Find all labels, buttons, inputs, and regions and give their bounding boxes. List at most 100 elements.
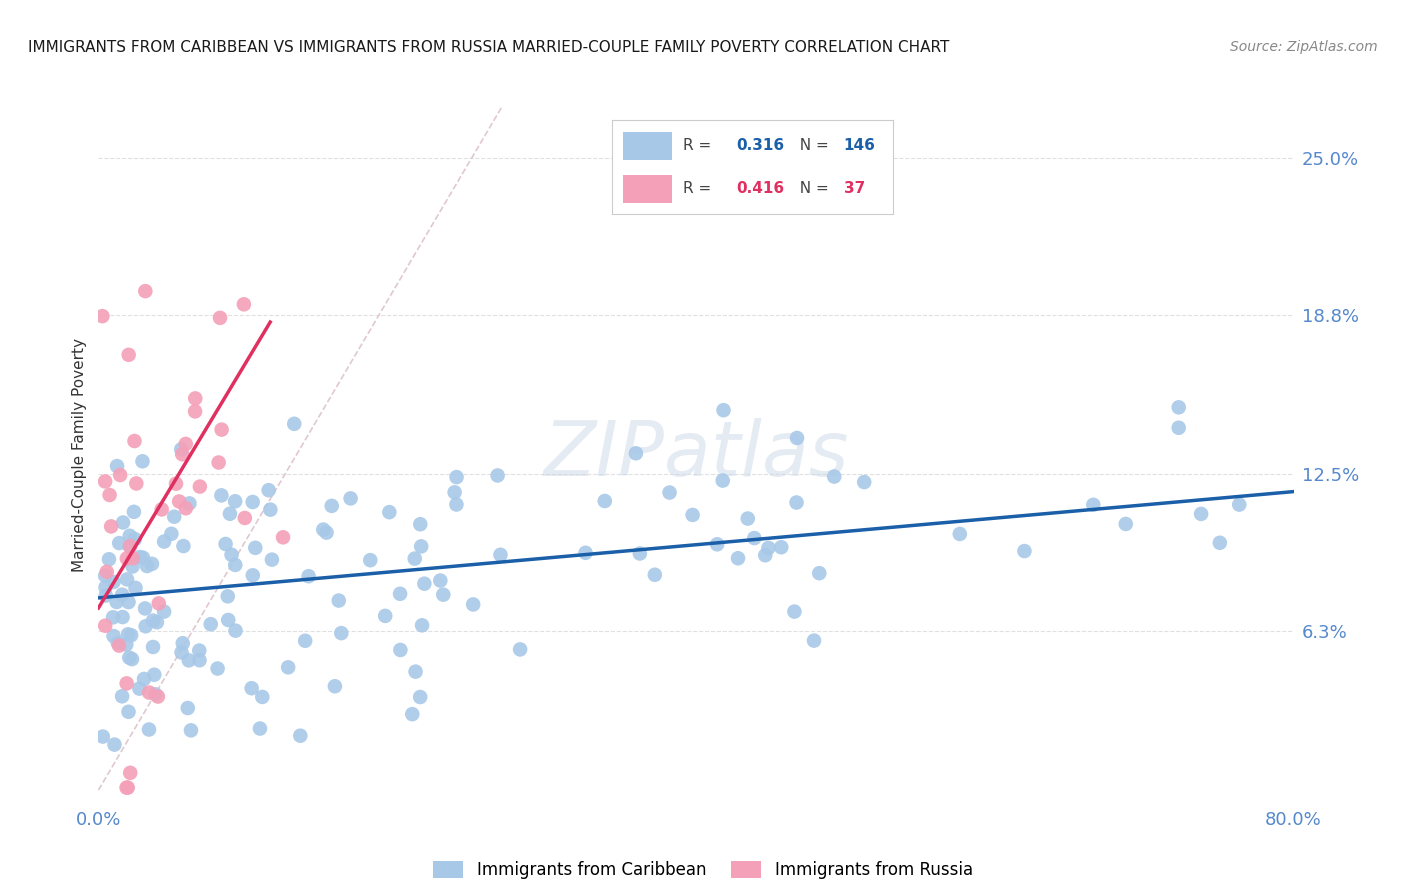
Point: [803, 633, 825, 648]
Point: [111, 610, 134, 624]
Text: 0.316: 0.316: [737, 138, 785, 153]
Point: [121, 652, 143, 666]
Point: [1167, 421, 1189, 435]
Point: [143, 667, 166, 681]
Point: [188, 643, 211, 657]
Point: [221, 548, 243, 562]
Text: 0.416: 0.416: [737, 181, 785, 196]
Point: [411, 540, 433, 554]
Point: [124, 532, 146, 546]
Point: [758, 541, 780, 555]
Point: [277, 660, 299, 674]
Point: [91, 309, 114, 323]
Point: [1209, 536, 1232, 550]
Point: [111, 588, 134, 602]
Point: [240, 681, 263, 696]
Point: [624, 446, 647, 460]
Point: [294, 633, 316, 648]
Point: [120, 765, 142, 780]
Y-axis label: Married-Couple Family Poverty: Married-Couple Family Poverty: [72, 338, 87, 572]
Point: [211, 423, 233, 437]
Point: [170, 645, 193, 659]
Point: [117, 627, 139, 641]
Point: [409, 517, 432, 532]
Point: [118, 529, 141, 543]
Point: [134, 601, 156, 615]
Point: [208, 456, 231, 470]
Point: [94, 618, 117, 632]
Text: 146: 146: [844, 138, 876, 153]
Point: [290, 729, 312, 743]
Point: [117, 348, 139, 362]
Point: [101, 610, 124, 624]
Point: [339, 491, 361, 506]
Point: [103, 629, 125, 643]
Point: [249, 722, 271, 736]
Point: [257, 483, 280, 498]
Point: [786, 495, 808, 509]
Point: [105, 595, 128, 609]
Point: [432, 588, 454, 602]
Point: [172, 447, 194, 461]
Point: [463, 598, 485, 612]
Point: [209, 488, 232, 502]
Point: [283, 417, 305, 431]
Point: [131, 454, 153, 468]
Point: [1014, 544, 1036, 558]
Point: [177, 653, 200, 667]
Point: [217, 590, 239, 604]
Point: [107, 636, 129, 650]
Point: [122, 505, 145, 519]
Text: N =: N =: [790, 138, 834, 153]
Point: [359, 553, 381, 567]
Point: [179, 496, 201, 510]
Point: [207, 661, 229, 675]
Point: [429, 574, 451, 588]
Point: [146, 690, 169, 704]
Point: [94, 589, 117, 603]
Point: [177, 701, 200, 715]
Point: [118, 539, 141, 553]
Text: 37: 37: [844, 181, 865, 196]
Point: [163, 509, 186, 524]
Point: [141, 557, 163, 571]
Point: [252, 690, 274, 704]
Point: [808, 566, 831, 581]
Point: [401, 707, 423, 722]
Point: [744, 531, 766, 545]
Point: [378, 505, 401, 519]
Point: [949, 527, 972, 541]
Point: [115, 638, 138, 652]
Point: [219, 507, 242, 521]
Point: [727, 551, 749, 566]
Point: [103, 738, 125, 752]
Point: [260, 552, 283, 566]
Point: [153, 605, 176, 619]
Point: [118, 650, 141, 665]
Point: [200, 617, 222, 632]
Point: [170, 442, 193, 457]
Point: [754, 548, 776, 562]
Point: [658, 485, 681, 500]
Point: [1227, 498, 1250, 512]
Text: N =: N =: [790, 181, 834, 196]
Point: [167, 494, 190, 508]
Point: [217, 613, 239, 627]
Text: IMMIGRANTS FROM CARIBBEAN VS IMMIGRANTS FROM RUSSIA MARRIED-COUPLE FAMILY POVERT: IMMIGRANTS FROM CARIBBEAN VS IMMIGRANTS …: [28, 40, 949, 55]
Point: [132, 550, 155, 565]
Point: [409, 690, 432, 704]
Point: [232, 297, 254, 311]
Point: [150, 502, 173, 516]
Point: [118, 540, 141, 554]
Point: [132, 672, 155, 686]
Point: [112, 516, 135, 530]
Text: ZIPatlas: ZIPatlas: [543, 418, 849, 491]
Point: [628, 547, 651, 561]
Point: [188, 653, 211, 667]
Text: Source: ZipAtlas.com: Source: ZipAtlas.com: [1230, 40, 1378, 54]
Point: [224, 494, 246, 508]
Point: [783, 605, 806, 619]
Point: [160, 526, 183, 541]
Point: [121, 559, 143, 574]
Point: [405, 665, 427, 679]
